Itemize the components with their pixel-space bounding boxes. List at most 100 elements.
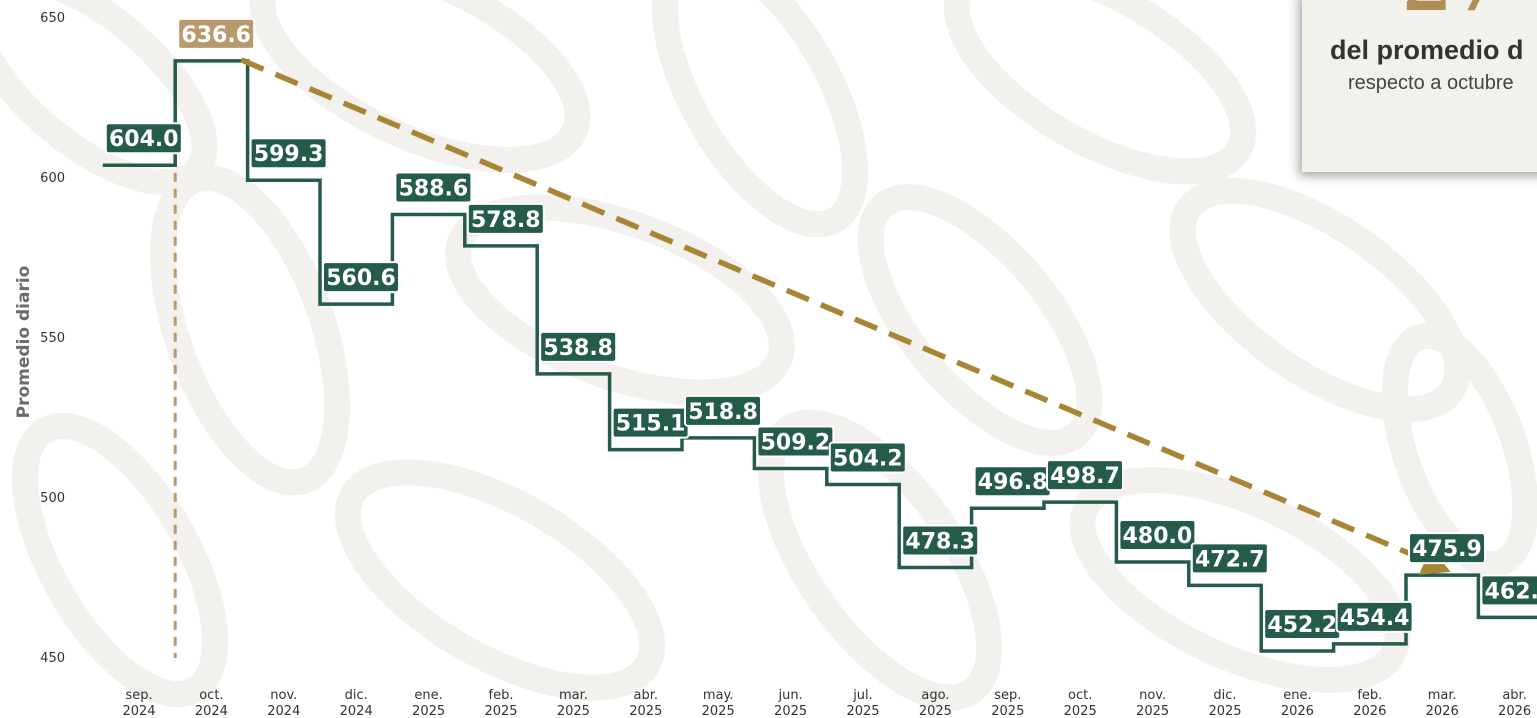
x-tick-label: 2025 <box>1208 704 1241 718</box>
x-tick-label: nov. <box>270 688 297 703</box>
bg-swirl <box>249 0 591 173</box>
x-tick-label: 2025 <box>412 704 445 718</box>
y-tick-label: 550 <box>40 331 65 346</box>
x-tick-label: 2025 <box>774 704 807 718</box>
bg-swirl <box>857 184 1103 456</box>
x-tick-label: 2026 <box>1498 704 1531 718</box>
value-label: 462.7 <box>1485 579 1537 604</box>
value-label-bg <box>177 17 256 50</box>
x-tick-label: 2025 <box>846 704 879 718</box>
x-tick-label: 2025 <box>919 704 952 718</box>
x-tick-label: 2025 <box>1136 704 1169 718</box>
x-tick-label: oct. <box>1068 688 1092 703</box>
value-label-bg <box>1118 519 1197 551</box>
x-tick-label: dic. <box>1213 688 1236 703</box>
value-label: 588.6 <box>399 176 469 201</box>
x-tick-label: abr. <box>1502 688 1527 703</box>
value-label-bg <box>684 394 762 427</box>
value-label: 636.6 <box>181 23 251 48</box>
x-tick-label: 2024 <box>267 704 300 718</box>
value-label: 496.8 <box>978 470 1048 495</box>
x-tick-label: jul. <box>852 688 873 703</box>
series-step-line <box>102 59 1537 653</box>
value-label: 515.1 <box>616 412 686 437</box>
value-label: 504.2 <box>833 447 903 472</box>
bg-swirl <box>11 412 229 708</box>
value-label-bg <box>1046 459 1124 492</box>
x-tick-label: abr. <box>634 688 659 703</box>
x-tick-label: nov. <box>1139 688 1166 703</box>
value-label: 498.7 <box>1050 464 1120 489</box>
bg-swirl <box>445 194 795 406</box>
bg-swirl <box>943 0 1257 185</box>
bg-swirl <box>1169 177 1471 423</box>
callout-card: 27 del promedio d respecto a octubre <box>1302 0 1537 172</box>
y-tick-label: 500 <box>40 491 65 506</box>
value-label: 599.3 <box>254 142 324 167</box>
value-label: 518.8 <box>688 400 758 425</box>
value-label-bg <box>1335 600 1414 633</box>
x-tick-label: sep. <box>125 688 152 703</box>
x-tick-label: 2026 <box>1426 704 1459 718</box>
value-label: 478.3 <box>905 529 975 554</box>
x-tick-label: mar. <box>559 688 588 703</box>
x-tick-label: 2025 <box>484 704 517 718</box>
x-tick-label: ene. <box>414 688 442 703</box>
value-label: 475.9 <box>1412 537 1482 562</box>
value-label: 454.4 <box>1340 606 1410 631</box>
callout-line2: respecto a octubre <box>1348 72 1514 94</box>
value-label-bg <box>901 524 980 557</box>
x-tick-label: 2025 <box>629 704 662 718</box>
callout-line1: del promedio d <box>1330 35 1524 65</box>
x-tick-label: may. <box>703 688 734 703</box>
x-tick-label: 2024 <box>195 704 228 718</box>
x-tick-label: 2024 <box>340 704 373 718</box>
value-label-bg <box>1190 542 1269 575</box>
x-tick-label: 2025 <box>557 704 590 718</box>
bg-swirl <box>149 164 351 496</box>
bg-swirl <box>334 459 666 701</box>
value-label-bg <box>104 122 183 155</box>
value-label-bg <box>1408 532 1486 565</box>
x-tick-label: jun. <box>777 688 802 703</box>
y-tick-label: 450 <box>40 651 65 666</box>
trend-arrow-line <box>240 57 1420 560</box>
y-axis-label: Promedio diario <box>14 266 34 419</box>
value-label: 578.8 <box>471 208 541 233</box>
value-label: 538.8 <box>543 336 613 361</box>
x-tick-label: feb. <box>489 688 514 703</box>
y-tick-label: 650 <box>40 11 65 26</box>
x-tick-label: ene. <box>1283 688 1311 703</box>
y-tick-label: 600 <box>40 171 65 186</box>
x-tick-label: 2024 <box>122 704 155 718</box>
value-label: 509.2 <box>761 431 831 456</box>
value-label: 452.2 <box>1267 613 1337 638</box>
value-label-bg <box>394 171 473 204</box>
x-tick-label: 2025 <box>702 704 735 718</box>
bg-swirl <box>1069 467 1411 693</box>
value-label-bg <box>322 261 400 294</box>
x-tick-label: feb. <box>1357 688 1382 703</box>
x-tick-label: dic. <box>345 688 368 703</box>
x-tick-label: mar. <box>1428 688 1457 703</box>
value-label: 604.0 <box>109 127 179 152</box>
x-tick-label: 2026 <box>1353 704 1386 718</box>
bg-swirl <box>651 0 869 238</box>
x-tick-label: oct. <box>199 688 223 703</box>
callout-percentage-partial: 27 <box>1402 0 1502 27</box>
value-label-bg <box>466 202 545 235</box>
x-tick-label: 2026 <box>1281 704 1314 718</box>
bg-swirl <box>1381 322 1537 578</box>
x-tick-label: ago. <box>921 688 949 703</box>
value-label-bg <box>828 441 907 474</box>
value-label: 472.7 <box>1195 547 1265 572</box>
value-label: 480.0 <box>1123 524 1193 549</box>
x-tick-label: 2025 <box>991 704 1024 718</box>
x-tick-label: sep. <box>994 688 1021 703</box>
x-tick-label: 2025 <box>1064 704 1097 718</box>
value-label-bg <box>249 137 328 170</box>
value-label: 560.6 <box>326 266 396 291</box>
value-label-bg <box>539 330 618 363</box>
